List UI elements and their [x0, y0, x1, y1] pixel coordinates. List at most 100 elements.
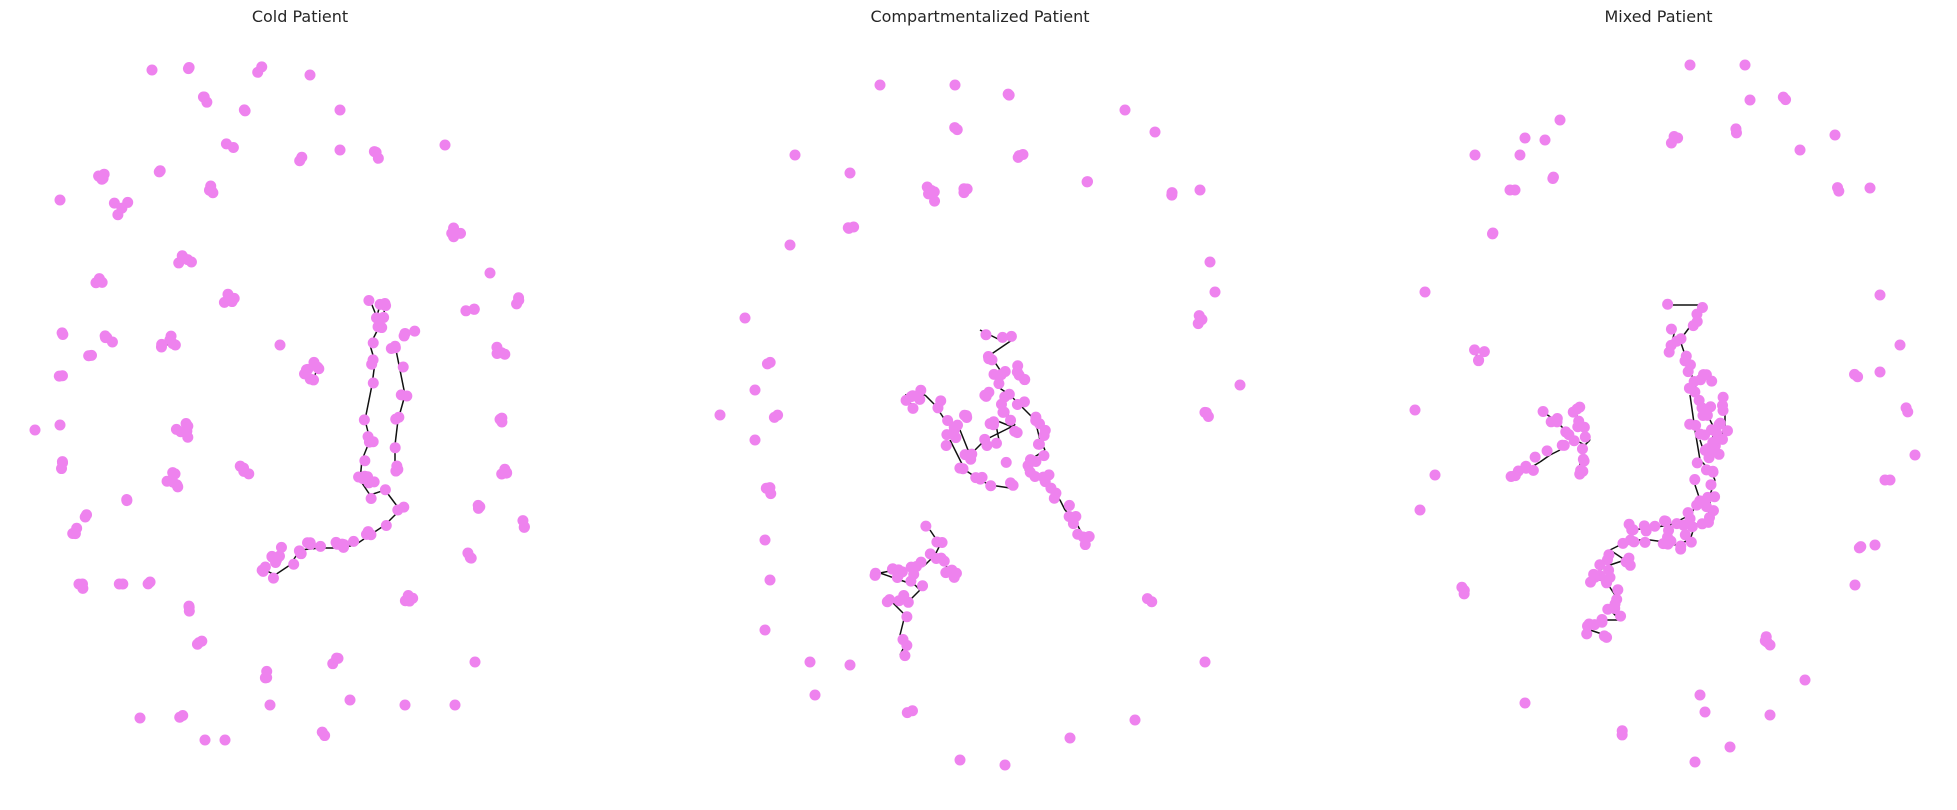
graph-node [900, 394, 912, 406]
graph-node [784, 239, 796, 251]
graph-node [446, 227, 458, 239]
graph-node [950, 432, 962, 444]
graph-node [891, 572, 903, 584]
graph-node [749, 384, 761, 396]
graph-node [380, 519, 392, 531]
graph-node [1469, 344, 1481, 356]
graph-node [1469, 149, 1481, 161]
graph-node [984, 418, 996, 430]
graph-node [789, 149, 801, 161]
graph-node [1200, 407, 1212, 419]
graph-node [844, 659, 856, 671]
graph-node [1573, 415, 1585, 427]
graph-node [154, 165, 166, 177]
graph-node [995, 398, 1007, 410]
graph-node [1649, 520, 1661, 532]
graph-node [501, 467, 513, 479]
graph-node [804, 656, 816, 668]
graph-node [1067, 518, 1079, 530]
graph-node [472, 502, 484, 514]
graph-node [134, 712, 146, 724]
graph-node [1458, 584, 1470, 596]
graph-node [899, 650, 911, 662]
graph-node [1081, 176, 1093, 188]
graph-node [511, 298, 523, 310]
graph-node [1706, 375, 1718, 387]
graph-node [1005, 330, 1017, 342]
graph-node [1527, 464, 1539, 476]
graph-node [1045, 482, 1057, 494]
graph-node [1874, 289, 1886, 301]
graph-node [181, 425, 193, 437]
graph-node [1616, 725, 1628, 737]
graph-node [372, 321, 384, 333]
graph-node [1684, 59, 1696, 71]
graph-node [1030, 414, 1042, 426]
graph-node [1675, 333, 1687, 345]
graph-node [1703, 452, 1715, 464]
graph-node [1048, 492, 1060, 504]
graph-node [1717, 399, 1729, 411]
graph-node [954, 754, 966, 766]
graph-node [749, 434, 761, 446]
network-graph-mixed [1409, 59, 1921, 768]
graph-node [146, 64, 158, 76]
graph-node [1519, 697, 1531, 709]
graph-node [77, 582, 89, 594]
graph-node [1665, 323, 1677, 335]
graph-node [1902, 406, 1914, 418]
graph-node [117, 578, 129, 590]
graph-node [982, 350, 994, 362]
graph-node [931, 536, 943, 548]
graph-node [1832, 182, 1844, 194]
graph-node [1547, 171, 1559, 183]
graph-node [1626, 524, 1638, 536]
graph-node [1487, 228, 1499, 240]
graph-node [71, 522, 83, 534]
graph-node [764, 574, 776, 586]
graph-node [1604, 571, 1616, 583]
graph-node [1539, 134, 1551, 146]
graph-edge [984, 424, 1016, 441]
graph-node [1551, 413, 1563, 425]
graph-node [958, 183, 970, 195]
graph-node [1617, 537, 1629, 549]
graph-node [924, 548, 936, 560]
graph-node [1012, 360, 1024, 372]
graph-node [1119, 104, 1131, 116]
graph-node [319, 730, 331, 742]
graph-node [390, 413, 402, 425]
graph-node [1558, 439, 1570, 451]
graph-node [1699, 429, 1711, 441]
graph-node [1716, 433, 1728, 445]
graph-node [517, 515, 529, 527]
graph-node [183, 61, 195, 73]
graph-node [1794, 144, 1806, 156]
graph-node [1689, 474, 1701, 486]
graph-node [97, 172, 109, 184]
graph-node [161, 475, 173, 487]
graph-node [1691, 457, 1703, 469]
graph-node [1640, 525, 1652, 537]
graph-node [1705, 401, 1717, 413]
graph-node [219, 734, 231, 746]
graph-node [901, 707, 913, 719]
graph-node [1505, 470, 1517, 482]
graph-node [974, 473, 986, 485]
graph-node [1707, 466, 1719, 478]
graph-node [844, 167, 856, 179]
graph-node [56, 463, 68, 475]
graph-node [288, 558, 300, 570]
compartmentalized-nodes [714, 79, 1246, 771]
graph-node [264, 699, 276, 711]
graph-node [1694, 689, 1706, 701]
graph-node [1687, 320, 1699, 332]
graph-node [1721, 425, 1733, 437]
graph-node [1739, 59, 1751, 71]
graph-node [359, 455, 371, 467]
graph-node [1829, 129, 1841, 141]
graph-node [1714, 417, 1726, 429]
graph-node [1541, 445, 1553, 457]
graph-node [397, 361, 409, 373]
graph-node [334, 144, 346, 156]
